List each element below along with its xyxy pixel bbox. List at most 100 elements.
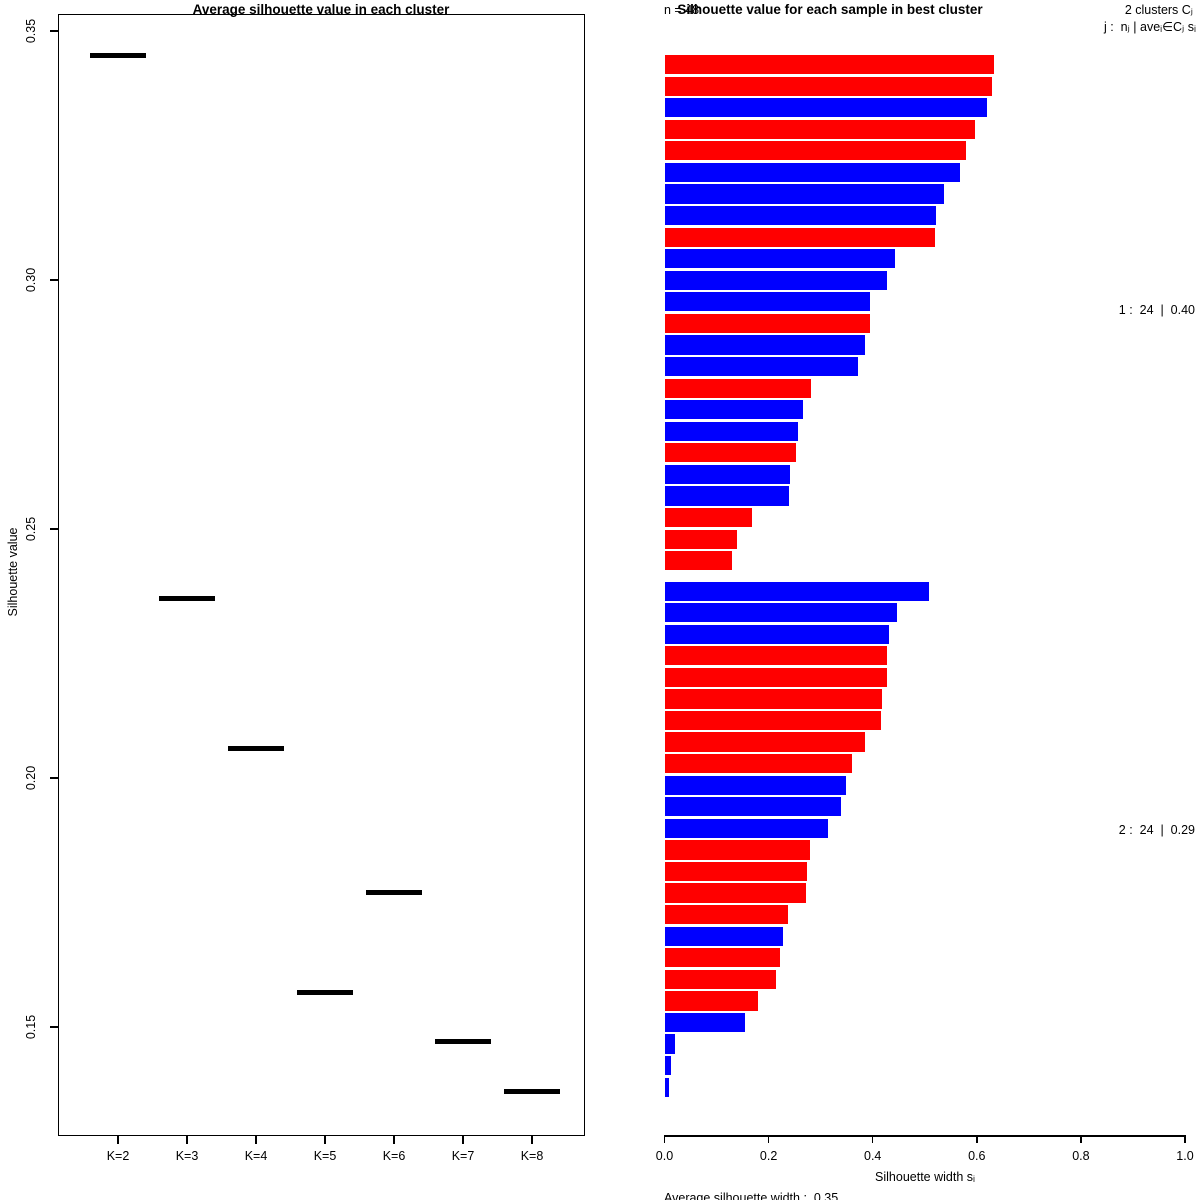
x-axis-line [664, 1135, 1186, 1137]
silhouette-bar [664, 818, 828, 838]
silhouette-bar [664, 1012, 746, 1033]
average-width-footer: Average silhouette width : 0.35 [664, 1191, 839, 1200]
silhouette-bar [664, 624, 890, 644]
silhouette-bar [664, 227, 935, 247]
x-tick [462, 1135, 464, 1144]
n-samples-label: n = 48 [664, 3, 700, 17]
data-dash [504, 1089, 560, 1095]
x-tick-label: K=3 [175, 1149, 199, 1163]
silhouette-bar [664, 991, 759, 1011]
silhouette-bar [664, 551, 733, 571]
cluster-2-label: 2 : 24 | 0.29 [1118, 823, 1195, 837]
y-tick-label: 0.15 [24, 1014, 38, 1040]
y-tick-label: 0.20 [24, 765, 38, 791]
x-tick-label: 0.6 [968, 1149, 986, 1163]
silhouette-bar [664, 1034, 676, 1054]
silhouette-bar [664, 926, 783, 946]
cluster-1-label: 1 : 24 | 0.40 [1118, 303, 1195, 317]
silhouette-bar [664, 119, 975, 139]
silhouette-bar [664, 98, 987, 118]
right-chart-xlabel: Silhouette width sᵢ [875, 1170, 975, 1184]
silhouette-bar [664, 775, 847, 795]
silhouette-bar [664, 732, 865, 752]
silhouette-bar [664, 55, 994, 75]
cluster-header-line1: 2 clusters Cⱼ [1124, 3, 1193, 17]
silhouette-bar [664, 581, 929, 601]
silhouette-bar [664, 667, 888, 687]
x-tick-label: K=2 [106, 1149, 130, 1163]
x-tick-label: K=6 [382, 1149, 406, 1163]
x-tick-label: 0.2 [759, 1149, 778, 1163]
plot-frame [58, 14, 585, 1136]
x-tick-label: K=4 [244, 1149, 268, 1163]
y-tick [50, 279, 58, 281]
silhouette-bar [664, 184, 944, 204]
data-dash [297, 989, 353, 995]
x-tick-label: 0.8 [1072, 1149, 1090, 1163]
y-tick-label: 0.35 [24, 18, 38, 44]
silhouette-bar [664, 464, 791, 485]
silhouette-bar [664, 162, 960, 183]
y-tick [50, 1026, 58, 1028]
silhouette-bar [664, 1056, 671, 1076]
x-tick-label: 0.4 [863, 1149, 882, 1163]
silhouette-bar [664, 754, 853, 774]
silhouette-bar [664, 270, 888, 290]
x-tick [767, 1135, 770, 1143]
silhouette-bar [664, 1077, 669, 1097]
x-tick [1184, 1135, 1186, 1143]
silhouette-bar [664, 689, 882, 709]
silhouette-bar [664, 969, 777, 989]
x-tick-label: 1.0 [1176, 1149, 1194, 1163]
silhouette-bar [664, 840, 810, 860]
silhouette-bar [664, 400, 803, 420]
silhouette-bar [664, 710, 881, 731]
x-tick [976, 1135, 978, 1143]
silhouette-bar [664, 603, 897, 623]
data-dash [90, 53, 146, 59]
x-tick-label: K=8 [520, 1149, 544, 1163]
silhouette-bar [664, 141, 966, 161]
silhouette-bar [664, 356, 859, 377]
data-dash [435, 1039, 491, 1045]
x-tick [324, 1135, 326, 1144]
left-chart-title: Average silhouette value in each cluster [192, 2, 450, 17]
silhouette-bar [664, 905, 788, 925]
silhouette-bar [664, 205, 936, 226]
x-tick [117, 1135, 119, 1144]
silhouette-bar [664, 646, 888, 666]
left-chart-ylabel: Silhouette value [6, 527, 20, 617]
x-tick-label: K=5 [313, 1149, 337, 1163]
silhouette-bar [664, 883, 807, 903]
silhouette-bar [664, 76, 993, 96]
silhouette-bar [664, 529, 738, 549]
data-dash [366, 890, 422, 896]
silhouette-bar [664, 797, 842, 817]
y-tick-label: 0.25 [24, 516, 38, 542]
x-tick [871, 1135, 874, 1143]
silhouette-bar [664, 421, 798, 441]
y-tick-label: 0.30 [24, 267, 38, 293]
y-tick [50, 528, 58, 530]
x-tick [255, 1135, 257, 1144]
x-tick [1080, 1135, 1082, 1143]
silhouette-bar [664, 443, 797, 463]
y-tick [50, 777, 58, 779]
silhouette-bar [664, 313, 870, 334]
silhouette-bar [664, 292, 870, 312]
x-tick [186, 1135, 188, 1144]
x-tick-label: 0.0 [655, 1149, 674, 1163]
x-tick [531, 1135, 533, 1144]
silhouette-bar [664, 486, 790, 506]
x-tick [393, 1135, 395, 1144]
cluster-header-line2: j : nⱼ | aveᵢ∈Cⱼ sᵢ [1104, 20, 1196, 34]
silhouette-bar [664, 948, 780, 968]
silhouette-bar [664, 507, 752, 528]
silhouette-bar [664, 335, 865, 355]
silhouette-bar [664, 378, 811, 398]
silhouette-bar [664, 861, 807, 882]
right-chart-title: Silhouette value for each sample in best… [677, 2, 983, 17]
y-tick [50, 30, 58, 32]
silhouette-bar [664, 249, 895, 269]
